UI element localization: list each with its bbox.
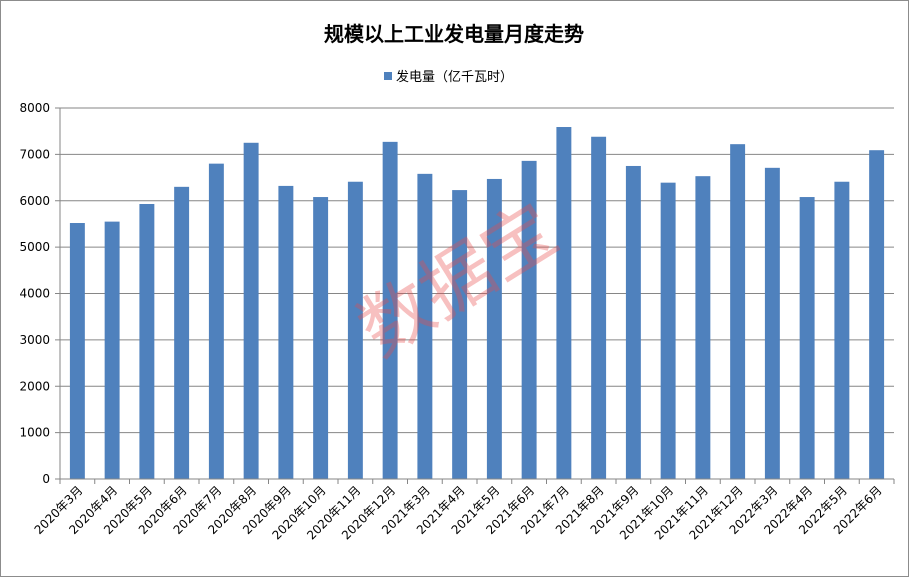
bar: [799, 197, 815, 480]
y-axis: 0 1000 2000 3000 4000 5000 6000 7000 8000: [19, 101, 61, 486]
bar: [452, 190, 468, 480]
x-axis: 2020年3月2020年4月2020年5月2020年6月2020年7月2020年…: [32, 478, 895, 542]
bar: [486, 178, 502, 480]
y-tick-label: 5000: [19, 240, 50, 254]
bar: [521, 160, 537, 479]
bar: [869, 150, 885, 480]
bar: [243, 142, 259, 479]
bar: [347, 181, 363, 479]
gridlines: [60, 107, 894, 480]
y-tick-label: 7000: [19, 147, 50, 161]
bars: [69, 127, 885, 480]
bar: [174, 186, 190, 479]
bar: [104, 221, 120, 479]
y-tick-label: 2000: [19, 379, 50, 393]
y-tick-label: 1000: [19, 426, 50, 440]
y-tick-label: 8000: [19, 101, 50, 115]
bar: [695, 176, 711, 479]
y-tick-label: 6000: [19, 194, 50, 208]
bar: [625, 165, 641, 479]
bar: [208, 163, 224, 479]
y-tick-label: 0: [42, 472, 50, 486]
bar: [278, 185, 294, 479]
legend-label: 发电量（亿千瓦时）: [396, 69, 513, 85]
chart-title: 规模以上工业发电量月度走势: [324, 22, 584, 46]
bar: [660, 182, 676, 479]
bar: [382, 141, 398, 479]
bar: [69, 223, 85, 479]
bar: [313, 197, 329, 480]
bar: [834, 181, 850, 479]
bar: [556, 127, 572, 480]
bar: [591, 136, 607, 479]
bar: [764, 167, 780, 480]
bar: [730, 144, 746, 480]
bar: [139, 203, 155, 479]
legend-swatch: [384, 72, 392, 80]
legend: 发电量（亿千瓦时）: [384, 69, 513, 85]
y-tick-label: 4000: [19, 287, 50, 301]
bar: [417, 173, 433, 480]
y-tick-label: 3000: [19, 333, 50, 347]
